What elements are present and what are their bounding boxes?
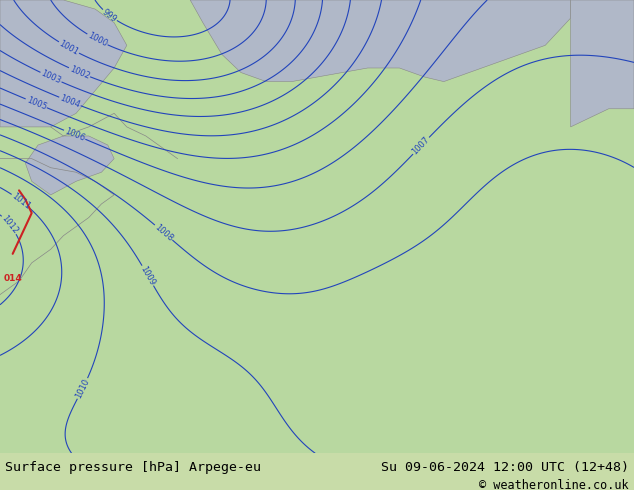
Text: 1010: 1010	[74, 377, 91, 400]
Text: 1008: 1008	[153, 222, 174, 243]
Polygon shape	[190, 0, 571, 82]
Text: 1002: 1002	[68, 64, 91, 81]
Text: Surface pressure [hPa] Arpege-eu: Surface pressure [hPa] Arpege-eu	[5, 462, 261, 474]
Text: Su 09-06-2024 12:00 UTC (12+48): Su 09-06-2024 12:00 UTC (12+48)	[381, 462, 629, 474]
Text: 1012: 1012	[0, 214, 20, 236]
Text: 1001: 1001	[58, 39, 80, 57]
Text: 014: 014	[3, 274, 22, 283]
Text: 999: 999	[101, 7, 119, 24]
Polygon shape	[571, 0, 634, 127]
Polygon shape	[0, 0, 634, 453]
Text: 1003: 1003	[39, 69, 62, 86]
Text: 1000: 1000	[86, 31, 108, 49]
Text: 1011: 1011	[10, 191, 32, 211]
Text: © weatheronline.co.uk: © weatheronline.co.uk	[479, 479, 629, 490]
Text: 1007: 1007	[410, 135, 432, 156]
Text: 1009: 1009	[139, 264, 157, 287]
Polygon shape	[25, 136, 114, 195]
Text: 1005: 1005	[25, 95, 48, 112]
Text: 1004: 1004	[58, 94, 81, 110]
Polygon shape	[0, 0, 127, 127]
Text: 1006: 1006	[63, 126, 86, 143]
